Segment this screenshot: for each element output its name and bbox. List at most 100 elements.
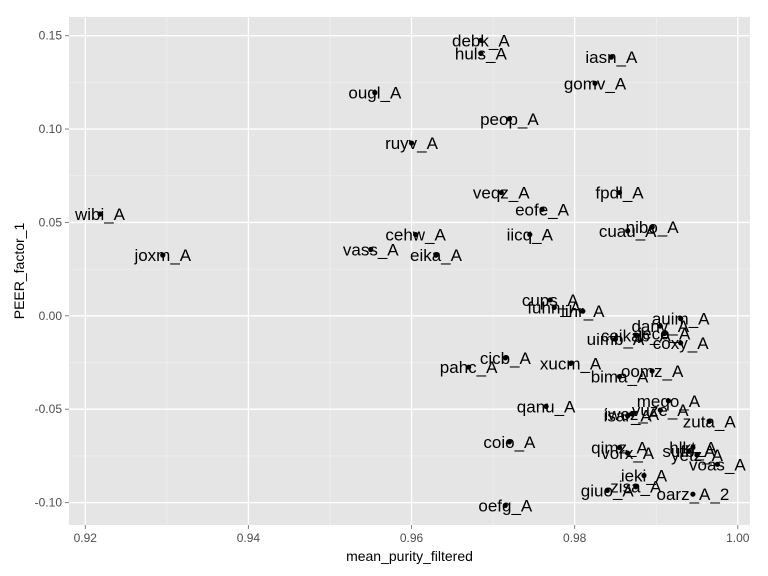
data-point bbox=[612, 336, 619, 342]
minor-gridlines bbox=[69, 17, 750, 525]
data-point bbox=[678, 340, 684, 346]
point-label: vuze_A bbox=[632, 401, 689, 420]
point-label: fpdl_A bbox=[595, 184, 644, 203]
data-point bbox=[633, 484, 639, 490]
y-tick-label: -0.10 bbox=[35, 496, 63, 510]
data-point bbox=[368, 246, 374, 253]
point-label: meqo_A bbox=[637, 392, 701, 411]
data-point bbox=[625, 413, 631, 419]
data-point bbox=[661, 330, 667, 337]
data-point bbox=[567, 360, 574, 367]
data-point bbox=[694, 452, 700, 458]
data-point bbox=[616, 444, 623, 451]
x-tick-label: 0.98 bbox=[563, 531, 587, 545]
data-point bbox=[372, 90, 378, 96]
point-label: xucm_A bbox=[540, 354, 602, 373]
point-label: eofe_A bbox=[515, 200, 570, 219]
point-label: huls_A bbox=[455, 44, 508, 63]
point-label: zisa_A bbox=[610, 478, 662, 497]
data-point bbox=[502, 502, 508, 508]
y-axis-title: PEER_factor_1 bbox=[11, 223, 27, 320]
major-gridlines bbox=[69, 17, 750, 525]
data-point bbox=[678, 316, 684, 322]
point-label: veqz_A bbox=[473, 184, 530, 203]
point-label: sufb_A bbox=[662, 442, 716, 461]
point-label: coio_A bbox=[483, 433, 536, 452]
x-tick-label: 0.92 bbox=[74, 531, 98, 545]
y-tick-label: 0.05 bbox=[39, 215, 63, 229]
data-point bbox=[539, 206, 545, 212]
data-point bbox=[649, 224, 655, 230]
data-point bbox=[706, 418, 712, 424]
point-label: oarz_A_2 bbox=[657, 485, 730, 504]
point-label: zuta_A bbox=[683, 412, 737, 431]
point-label: cups_A bbox=[522, 291, 579, 310]
point-label: oomz_A bbox=[621, 362, 684, 381]
data-point bbox=[502, 355, 508, 361]
y-tick-label: 0.10 bbox=[39, 122, 63, 136]
point-label: debk_A bbox=[452, 31, 510, 50]
data-point bbox=[665, 398, 672, 404]
point-label: iasn_A bbox=[585, 48, 638, 67]
y-tick-label: 0.15 bbox=[39, 29, 63, 43]
data-point bbox=[625, 228, 631, 234]
point-label: peop_A bbox=[480, 110, 539, 129]
point-label: yetz_A bbox=[671, 446, 724, 465]
data-point bbox=[527, 231, 533, 238]
data-point bbox=[547, 297, 553, 303]
point-label: gomv_A bbox=[564, 74, 627, 93]
point-label: nibo_A bbox=[626, 218, 680, 237]
x-tick-label: 0.94 bbox=[237, 531, 261, 545]
x-tick-label: 0.96 bbox=[400, 531, 424, 545]
data-point bbox=[408, 140, 415, 146]
point-label: fuhn_A bbox=[527, 298, 582, 317]
data-point bbox=[592, 80, 598, 86]
point-label: auim_A bbox=[652, 310, 710, 329]
point-label: vorx_A bbox=[601, 444, 655, 463]
data-point bbox=[478, 50, 484, 57]
point-label: iicq_A bbox=[507, 226, 554, 245]
data-point bbox=[714, 461, 720, 467]
point-label: eika_A bbox=[410, 246, 463, 265]
data-point bbox=[604, 487, 610, 494]
point-label: vass_A bbox=[343, 241, 399, 260]
data-point bbox=[608, 54, 614, 60]
data-point bbox=[433, 252, 439, 258]
point-label: iwez_A bbox=[604, 405, 659, 424]
point-label: hlkt_A bbox=[669, 438, 717, 457]
data-point bbox=[629, 411, 635, 417]
point-label: cicb_A bbox=[480, 349, 532, 368]
data-point bbox=[616, 189, 623, 196]
x-axis-title: mean_purity_filtered bbox=[346, 548, 473, 564]
data-point bbox=[478, 37, 484, 43]
data-point bbox=[690, 491, 696, 497]
point-label: coxy_A bbox=[653, 334, 709, 353]
point-label: ruyv_A bbox=[385, 134, 439, 153]
data-point bbox=[551, 304, 557, 311]
x-tick-label: 1.00 bbox=[726, 531, 750, 545]
point-label: cuau_A bbox=[599, 222, 657, 241]
data-point bbox=[616, 373, 623, 380]
point-label: jeco_A bbox=[637, 325, 691, 344]
point-label: wibi_A bbox=[74, 205, 126, 224]
data-point bbox=[543, 403, 549, 410]
y-axis-ticks: -0.10 -0.05 0.00 0.05 0.10 0.15 bbox=[35, 29, 69, 510]
data-points bbox=[97, 37, 720, 508]
point-label: qimz_A bbox=[591, 438, 648, 457]
data-point bbox=[649, 368, 655, 374]
data-point bbox=[413, 231, 419, 238]
point-label: ceikab_A bbox=[601, 326, 672, 345]
point-label: pahc_A bbox=[440, 358, 498, 377]
point-label: oefg_A bbox=[478, 496, 533, 515]
point-label: voas_A bbox=[689, 455, 746, 474]
data-point bbox=[690, 444, 696, 451]
data-point bbox=[633, 332, 639, 339]
point-label: isar_A bbox=[604, 407, 653, 426]
data-point bbox=[657, 407, 663, 413]
point-label: cehw_A bbox=[385, 226, 446, 245]
plot-panel bbox=[69, 17, 750, 525]
point-label: ougl_A bbox=[348, 84, 402, 103]
data-point bbox=[160, 252, 166, 258]
data-point bbox=[580, 308, 586, 314]
